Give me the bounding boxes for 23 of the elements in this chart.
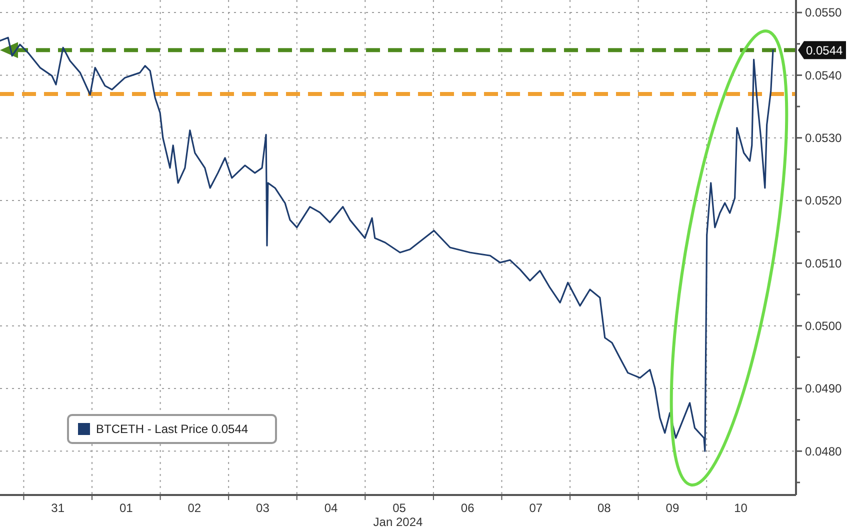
x-tick-label: 09 <box>666 501 680 515</box>
y-tick-label: 0.0550 <box>805 6 842 20</box>
x-tick-label: 10 <box>734 501 748 515</box>
y-tick-label: 0.0490 <box>805 382 842 396</box>
y-tick-label: 0.0480 <box>805 444 842 458</box>
x-tick-label: 01 <box>119 501 134 515</box>
x-tick-label: 05 <box>392 501 406 515</box>
x-axis-title: Jan 2024 <box>373 515 424 529</box>
x-tick-label: 08 <box>597 501 612 515</box>
x-tick-label: 31 <box>51 501 65 515</box>
x-tick-label: 04 <box>324 501 338 515</box>
y-tick-label: 0.0520 <box>805 194 842 208</box>
y-tick-label: 0.0530 <box>805 131 842 146</box>
x-tick-label: 06 <box>460 501 475 515</box>
y-tick-label: 0.0540 <box>805 68 842 82</box>
y-tick-label: 0.0500 <box>805 319 842 334</box>
legend-label: BTCETH - Last Price 0.0544 <box>96 422 248 436</box>
y-tick-label: 0.0510 <box>805 256 842 270</box>
x-tick-label: 03 <box>256 501 270 515</box>
x-tick-label: 02 <box>188 501 202 515</box>
x-tick-label: 07 <box>529 501 543 515</box>
line-series <box>0 36 774 452</box>
ref-line-label: 0.0544 <box>806 43 844 58</box>
